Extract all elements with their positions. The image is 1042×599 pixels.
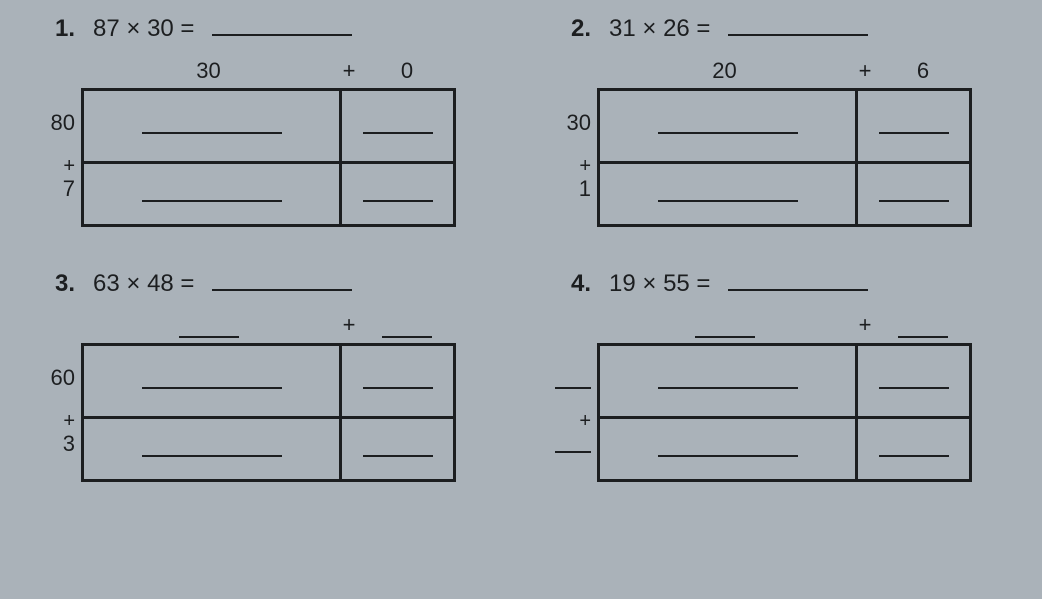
partial-product-blank[interactable]	[363, 186, 433, 202]
row-label-top: 60	[51, 343, 75, 413]
row-labels: +	[541, 308, 591, 489]
row-labels: 80 + 7	[25, 53, 75, 234]
partial-product-blank[interactable]	[658, 186, 798, 202]
plus-sign: +	[852, 58, 878, 84]
equation-line: 2. 31 × 26 =	[571, 10, 1017, 43]
partial-product-blank[interactable]	[879, 441, 949, 457]
cell-top-right	[342, 91, 453, 161]
expression: 87 × 30 =	[93, 15, 194, 43]
cell-bottom-right	[858, 164, 969, 224]
col-label-right-blank	[878, 312, 968, 338]
partial-product-blank[interactable]	[142, 373, 282, 389]
partial-product-blank[interactable]	[142, 186, 282, 202]
col-blank[interactable]	[382, 316, 432, 338]
cell-bottom-left	[84, 164, 342, 224]
cell-bottom-left	[84, 419, 342, 479]
col-label-right: 0	[362, 58, 452, 84]
area-model: 60 + 3 +	[25, 308, 501, 489]
row-blank[interactable]	[555, 367, 591, 389]
row-blank[interactable]	[555, 431, 591, 453]
cell-bottom-right	[342, 419, 453, 479]
expression: 19 × 55 =	[609, 270, 710, 298]
row-label-top: 30	[567, 88, 591, 158]
area-model: 80 + 7 30 + 0	[25, 53, 501, 234]
area-box	[597, 343, 972, 482]
cell-bottom-left	[600, 419, 858, 479]
answer-blank[interactable]	[212, 10, 352, 36]
area-box	[81, 343, 456, 482]
col-blank[interactable]	[695, 316, 755, 338]
partial-product-blank[interactable]	[142, 441, 282, 457]
cell-top-left	[600, 346, 858, 416]
row-labels: 30 + 1	[541, 53, 591, 234]
partial-product-blank[interactable]	[363, 373, 433, 389]
partial-product-blank[interactable]	[658, 373, 798, 389]
col-blank[interactable]	[898, 316, 948, 338]
cell-bottom-left	[600, 164, 858, 224]
equation-line: 4. 19 × 55 =	[571, 264, 1017, 297]
partial-product-blank[interactable]	[879, 373, 949, 389]
plus-sign: +	[579, 158, 591, 174]
cell-top-left	[84, 91, 342, 161]
column-labels: 20 + 6	[597, 53, 1017, 88]
area-model: 30 + 1 20 + 6	[541, 53, 1017, 234]
cell-top-left	[600, 91, 858, 161]
row-label-bottom-blank	[555, 429, 591, 489]
column-labels: 30 + 0	[81, 53, 501, 88]
answer-blank[interactable]	[728, 264, 868, 290]
col-label-left: 30	[81, 58, 336, 84]
cell-top-right	[858, 91, 969, 161]
expression: 31 × 26 =	[609, 15, 710, 43]
plus-sign: +	[63, 158, 75, 174]
col-label-left-blank	[597, 312, 852, 338]
col-blank[interactable]	[179, 316, 239, 338]
column-labels: +	[81, 308, 501, 343]
col-label-left: 20	[597, 58, 852, 84]
row-labels: 60 + 3	[25, 308, 75, 489]
problem-1: 1. 87 × 30 = 80 + 7 30 + 0	[25, 10, 501, 234]
partial-product-blank[interactable]	[879, 118, 949, 134]
cell-top-right	[342, 346, 453, 416]
problem-4: 4. 19 × 55 = + +	[541, 264, 1017, 488]
plus-sign: +	[852, 312, 878, 338]
area-box	[597, 88, 972, 227]
equation-line: 3. 63 × 48 =	[55, 264, 501, 297]
problem-number: 1.	[55, 15, 75, 43]
cell-bottom-right	[342, 164, 453, 224]
worksheet-grid: 1. 87 × 30 = 80 + 7 30 + 0	[0, 0, 1042, 499]
problem-number: 4.	[571, 270, 591, 298]
partial-product-blank[interactable]	[879, 186, 949, 202]
equation-line: 1. 87 × 30 =	[55, 10, 501, 43]
col-label-right: 6	[878, 58, 968, 84]
row-label-top-blank	[555, 343, 591, 413]
col-label-right-blank	[362, 312, 452, 338]
problem-number: 2.	[571, 15, 591, 43]
problem-number: 3.	[55, 270, 75, 298]
plus-sign: +	[336, 58, 362, 84]
area-box	[81, 88, 456, 227]
col-label-left-blank	[81, 312, 336, 338]
area-model: + +	[541, 308, 1017, 489]
plus-sign: +	[63, 413, 75, 429]
partial-product-blank[interactable]	[142, 118, 282, 134]
cell-top-right	[858, 346, 969, 416]
partial-product-blank[interactable]	[658, 118, 798, 134]
partial-product-blank[interactable]	[363, 118, 433, 134]
problem-3: 3. 63 × 48 = 60 + 3 +	[25, 264, 501, 488]
row-label-bottom: 7	[63, 174, 75, 234]
row-label-top: 80	[51, 88, 75, 158]
row-label-bottom: 1	[579, 174, 591, 234]
problem-2: 2. 31 × 26 = 30 + 1 20 + 6	[541, 10, 1017, 234]
expression: 63 × 48 =	[93, 270, 194, 298]
partial-product-blank[interactable]	[363, 441, 433, 457]
answer-blank[interactable]	[212, 264, 352, 290]
cell-top-left	[84, 346, 342, 416]
plus-sign: +	[579, 413, 591, 429]
plus-sign: +	[336, 312, 362, 338]
column-labels: +	[597, 308, 1017, 343]
row-label-bottom: 3	[63, 429, 75, 489]
partial-product-blank[interactable]	[658, 441, 798, 457]
answer-blank[interactable]	[728, 10, 868, 36]
cell-bottom-right	[858, 419, 969, 479]
